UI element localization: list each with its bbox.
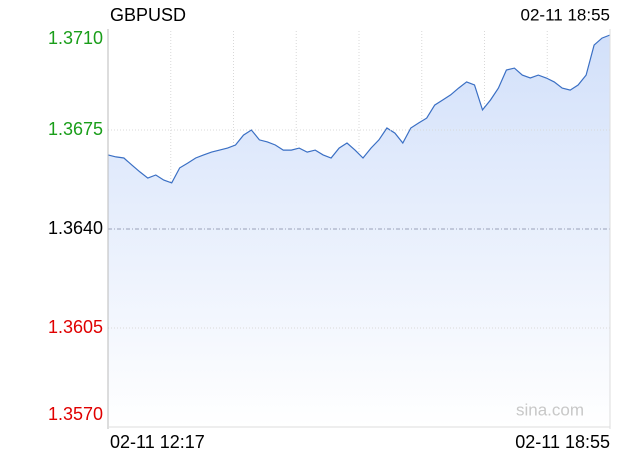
area [108,35,610,427]
y-tick-label: 1.3675 [48,119,103,139]
watermark: sina.com [516,400,584,419]
latest-time: 02-11 18:55 [521,5,610,24]
price-line [107,34,611,184]
chart-title: GBPUSD [110,5,186,25]
x-tick-label: 02-11 18:55 [515,432,610,452]
y-tick-label: 1.3640 [48,218,103,238]
y-tick-label: 1.3570 [48,404,103,424]
y-tick-label: 1.3710 [48,28,103,48]
x-tick-label: 02-11 12:17 [110,432,205,452]
y-tick-label: 1.3605 [48,317,103,337]
